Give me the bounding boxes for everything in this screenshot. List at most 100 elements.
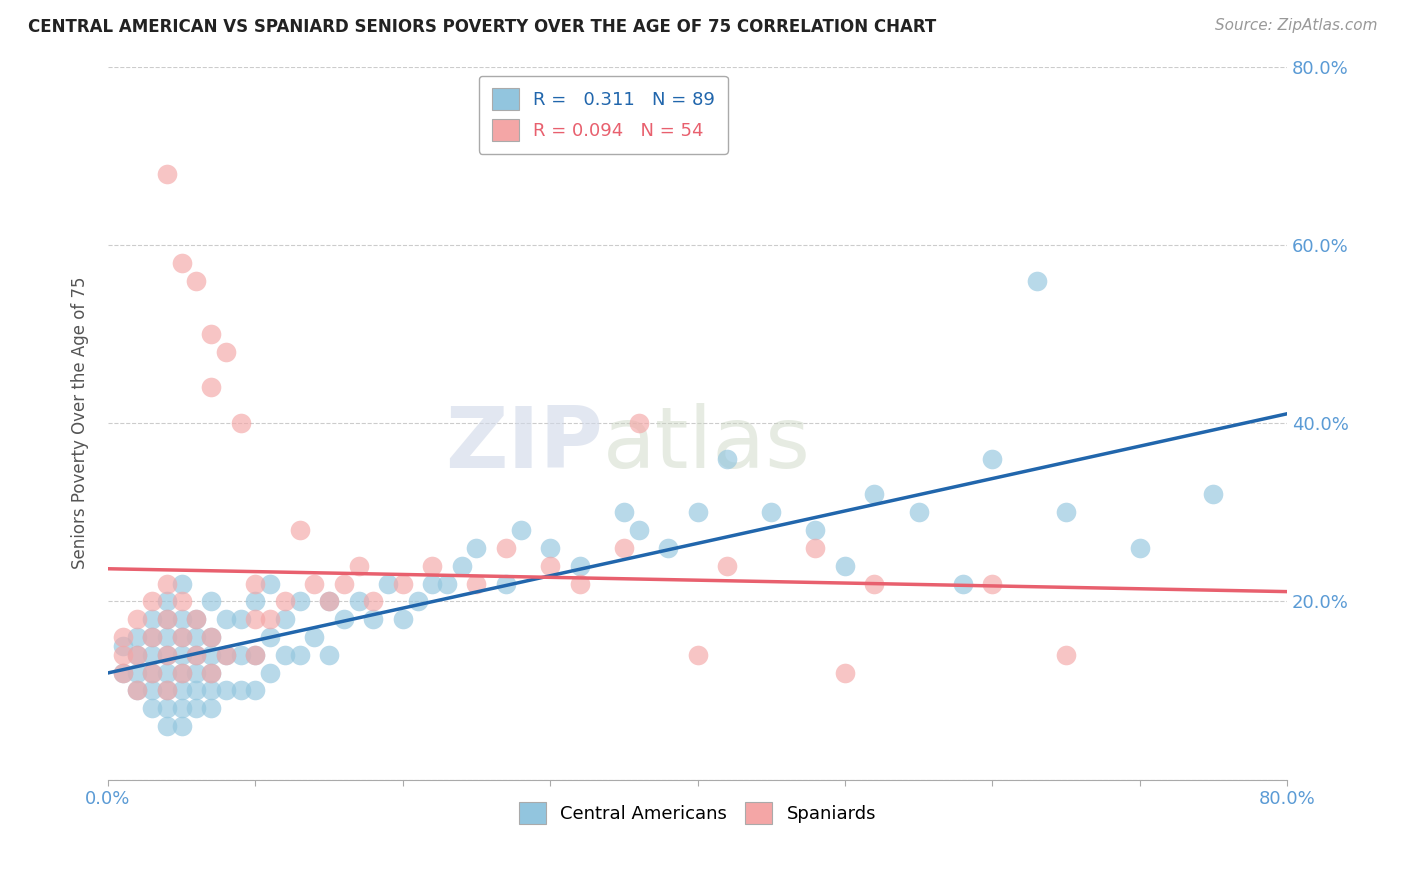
Point — [245, 576, 267, 591]
Point — [495, 541, 517, 555]
Point — [170, 612, 193, 626]
Point — [141, 683, 163, 698]
Point — [716, 558, 738, 573]
Point — [156, 648, 179, 662]
Point — [170, 701, 193, 715]
Point — [259, 612, 281, 626]
Point — [568, 576, 591, 591]
Point — [170, 648, 193, 662]
Point — [761, 505, 783, 519]
Point — [657, 541, 679, 555]
Point — [863, 487, 886, 501]
Point — [259, 576, 281, 591]
Point — [304, 576, 326, 591]
Point — [229, 416, 252, 430]
Point — [229, 648, 252, 662]
Point — [200, 683, 222, 698]
Point — [127, 648, 149, 662]
Point — [141, 594, 163, 608]
Point — [200, 630, 222, 644]
Point — [568, 558, 591, 573]
Point — [141, 665, 163, 680]
Text: CENTRAL AMERICAN VS SPANIARD SENIORS POVERTY OVER THE AGE OF 75 CORRELATION CHAR: CENTRAL AMERICAN VS SPANIARD SENIORS POV… — [28, 18, 936, 36]
Point — [200, 594, 222, 608]
Point — [170, 630, 193, 644]
Point — [288, 648, 311, 662]
Point — [156, 665, 179, 680]
Point — [200, 665, 222, 680]
Point — [127, 683, 149, 698]
Point — [834, 665, 856, 680]
Point — [127, 612, 149, 626]
Point — [127, 630, 149, 644]
Point — [170, 719, 193, 733]
Point — [186, 648, 208, 662]
Point — [186, 648, 208, 662]
Point — [318, 594, 340, 608]
Point — [200, 380, 222, 394]
Point — [347, 594, 370, 608]
Point — [229, 612, 252, 626]
Point — [127, 683, 149, 698]
Point — [1054, 648, 1077, 662]
Point — [170, 594, 193, 608]
Point — [156, 576, 179, 591]
Text: Source: ZipAtlas.com: Source: ZipAtlas.com — [1215, 18, 1378, 33]
Point — [156, 648, 179, 662]
Point — [436, 576, 458, 591]
Point — [465, 541, 488, 555]
Point — [156, 167, 179, 181]
Point — [215, 344, 238, 359]
Point — [259, 630, 281, 644]
Point — [1054, 505, 1077, 519]
Point — [156, 701, 179, 715]
Point — [170, 665, 193, 680]
Point — [613, 505, 636, 519]
Point — [304, 630, 326, 644]
Point — [156, 719, 179, 733]
Point — [318, 648, 340, 662]
Point — [274, 612, 297, 626]
Point — [245, 648, 267, 662]
Point — [200, 701, 222, 715]
Point — [156, 594, 179, 608]
Point — [186, 665, 208, 680]
Point — [361, 594, 384, 608]
Point — [686, 648, 709, 662]
Point — [127, 665, 149, 680]
Point — [981, 576, 1004, 591]
Point — [333, 612, 356, 626]
Point — [215, 683, 238, 698]
Point — [186, 683, 208, 698]
Point — [391, 576, 413, 591]
Point — [406, 594, 429, 608]
Point — [215, 612, 238, 626]
Point — [1129, 541, 1152, 555]
Text: atlas: atlas — [603, 403, 811, 486]
Point — [245, 683, 267, 698]
Y-axis label: Seniors Poverty Over the Age of 75: Seniors Poverty Over the Age of 75 — [72, 277, 89, 569]
Point — [538, 541, 561, 555]
Point — [186, 630, 208, 644]
Point — [1025, 273, 1047, 287]
Point — [156, 612, 179, 626]
Point — [141, 648, 163, 662]
Point — [170, 255, 193, 269]
Point — [863, 576, 886, 591]
Point — [804, 523, 827, 537]
Point — [141, 630, 163, 644]
Point — [450, 558, 472, 573]
Point — [186, 612, 208, 626]
Point — [200, 630, 222, 644]
Point — [420, 558, 443, 573]
Point — [111, 665, 134, 680]
Point — [111, 639, 134, 653]
Point — [156, 630, 179, 644]
Point — [186, 273, 208, 287]
Point — [377, 576, 399, 591]
Point — [274, 594, 297, 608]
Point — [200, 648, 222, 662]
Point — [141, 665, 163, 680]
Point — [111, 648, 134, 662]
Point — [907, 505, 929, 519]
